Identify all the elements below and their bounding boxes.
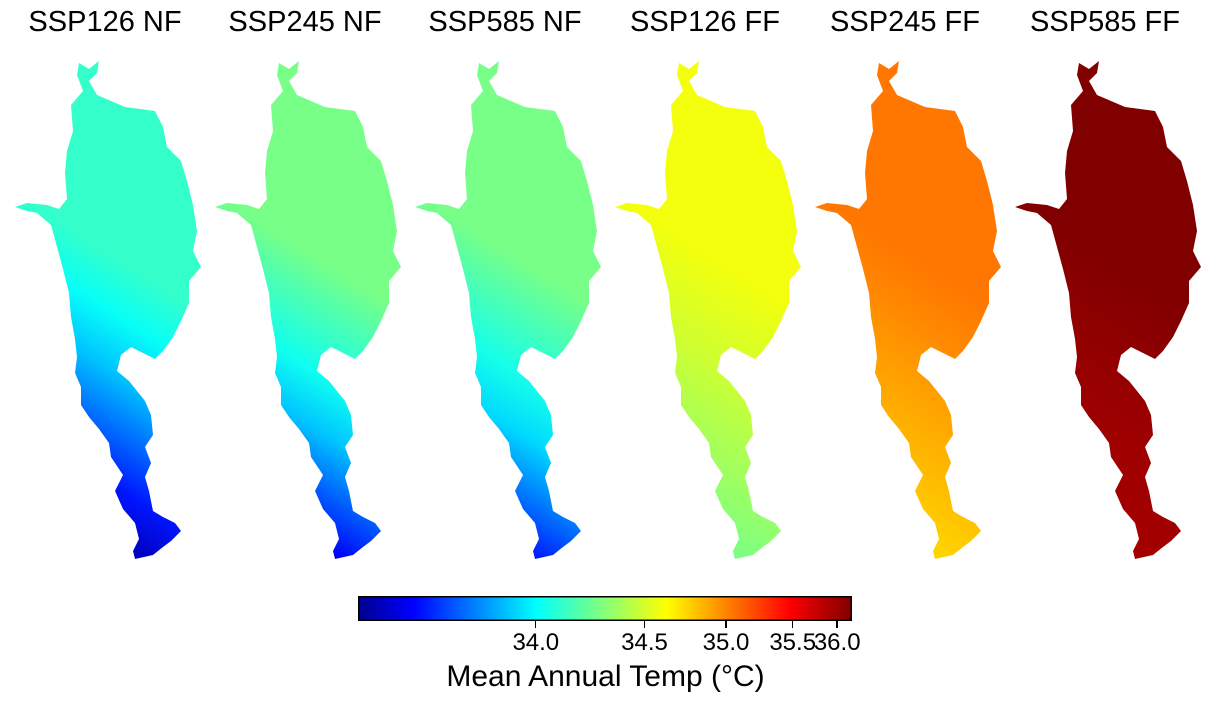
lake-shape bbox=[215, 61, 401, 559]
map-panel-4: SSP126 FF bbox=[605, 0, 805, 580]
map-panel-3: SSP585 NF bbox=[405, 0, 605, 580]
lake-map bbox=[15, 61, 201, 559]
colorbar-tick-mark bbox=[836, 621, 838, 628]
colorbar-tick-label: 35.5 bbox=[769, 629, 817, 656]
lake-map bbox=[415, 61, 601, 559]
panel-title: SSP245 FF bbox=[830, 6, 980, 38]
colorbar-tick-mark bbox=[791, 621, 794, 628]
lake-shape bbox=[415, 61, 601, 559]
lake-map bbox=[615, 61, 801, 559]
lake-shape bbox=[1015, 61, 1201, 559]
lake-map bbox=[1015, 61, 1201, 559]
panel-title: SSP126 FF bbox=[630, 6, 780, 38]
lake-shape bbox=[15, 61, 201, 559]
colorbar bbox=[358, 596, 852, 621]
lake-map bbox=[215, 61, 401, 559]
colorbar-tick-label: 34.5 bbox=[621, 629, 668, 656]
colorbar-tick-label: 35.0 bbox=[702, 629, 750, 656]
panel-title: SSP126 NF bbox=[28, 6, 182, 38]
lake-map bbox=[815, 61, 1001, 559]
colorbar-tick-label: 36.0 bbox=[813, 629, 861, 656]
colorbar-ticks: 34.0 34.5 35.0 35.5 36.0 bbox=[358, 621, 861, 656]
panel-title: SSP585 NF bbox=[428, 6, 582, 38]
colorbar-label: Mean Annual Temp (°C) bbox=[446, 660, 765, 693]
lake-shape bbox=[815, 61, 1001, 559]
panel-title: SSP245 NF bbox=[228, 6, 382, 38]
map-panel-2: SSP245 NF bbox=[205, 0, 405, 580]
lake-shape bbox=[615, 61, 801, 559]
colorbar-tick-mark bbox=[643, 621, 645, 628]
map-panels: SSP126 NF SSP245 NF SSP585 NF SSP126 FF SSP2… bbox=[5, 0, 1205, 580]
map-panel-5: SSP245 FF bbox=[805, 0, 1005, 580]
map-panel-6: SSP585 FF bbox=[1005, 0, 1205, 580]
colorbar-gradient bbox=[358, 596, 852, 621]
colorbar-tick-mark bbox=[725, 621, 727, 628]
panel-title: SSP585 FF bbox=[1030, 6, 1180, 38]
colorbar-tick-mark bbox=[534, 621, 537, 628]
colorbar-tick-label: 34.0 bbox=[512, 629, 560, 656]
map-panel-1: SSP126 NF bbox=[5, 0, 205, 580]
